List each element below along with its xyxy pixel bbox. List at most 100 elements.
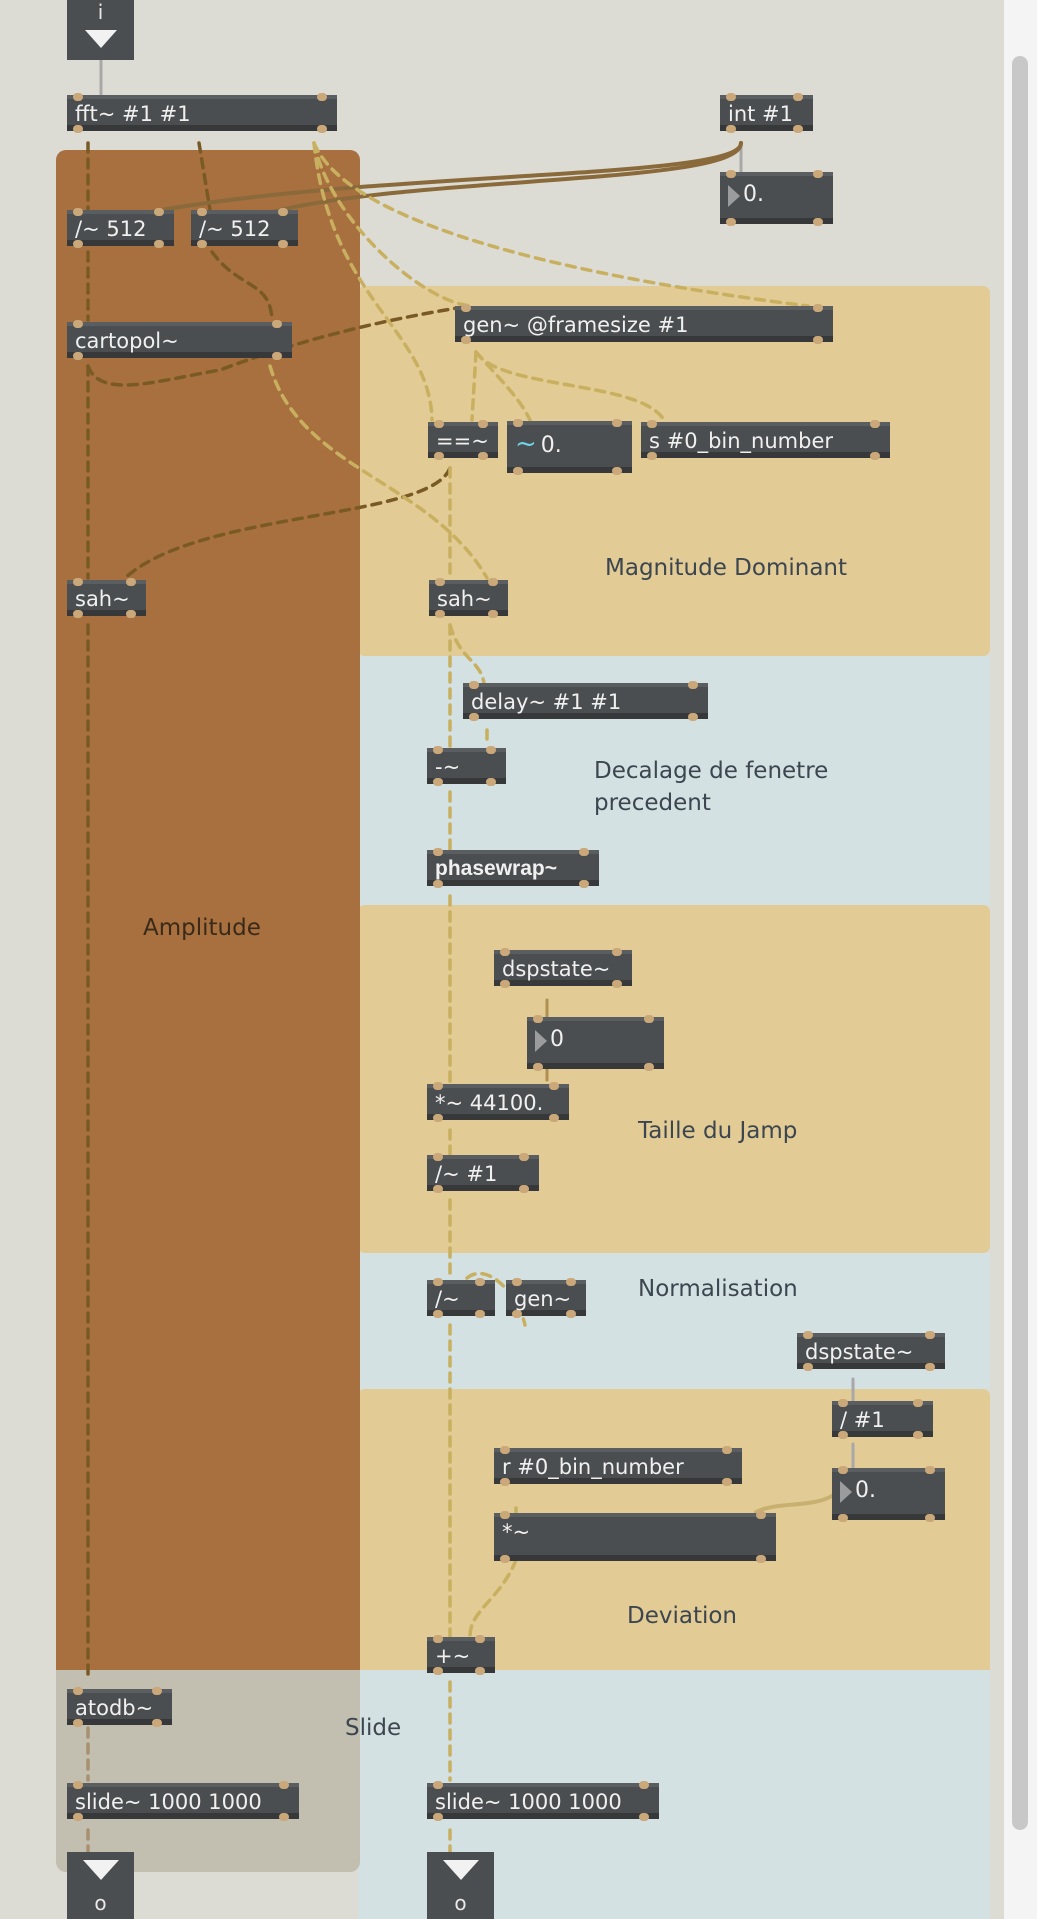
outlet-port[interactable]: [475, 1667, 485, 1675]
outlet-port[interactable]: [500, 1478, 510, 1486]
outlet-port[interactable]: [722, 1478, 732, 1486]
inlet-port[interactable]: [433, 848, 443, 856]
inlet-port[interactable]: [813, 304, 823, 312]
outlet-port[interactable]: [726, 218, 736, 226]
sah-mid[interactable]: sah~: [429, 578, 508, 618]
outlet-port[interactable]: [549, 1114, 559, 1122]
inlet-port[interactable]: [612, 948, 622, 956]
inlet-port[interactable]: [475, 1278, 485, 1286]
inlet-port[interactable]: [433, 746, 443, 754]
slide-right[interactable]: slide~ 1000 1000: [427, 1781, 659, 1821]
phasewrap-object[interactable]: phasewrap~: [427, 848, 599, 888]
inlet-port[interactable]: [279, 1781, 289, 1789]
inlet-port[interactable]: [475, 1635, 485, 1643]
cartopol-object[interactable]: cartopol~: [67, 320, 292, 360]
outlet-port[interactable]: [838, 1514, 848, 1522]
slide-left[interactable]: slide~ 1000 1000: [67, 1781, 299, 1821]
inlet-port[interactable]: [513, 419, 523, 427]
outlet-port[interactable]: [612, 980, 622, 988]
outlet-port[interactable]: [612, 467, 622, 475]
outlet-port[interactable]: [512, 1310, 522, 1318]
outlet-port[interactable]: [639, 1813, 649, 1821]
deviation-number-box[interactable]: 0.: [832, 1466, 945, 1522]
outlet-port[interactable]: [154, 240, 164, 248]
equals-object[interactable]: ==~: [428, 420, 498, 460]
inlet-port[interactable]: [317, 93, 327, 101]
outlet-port[interactable]: [566, 1310, 576, 1318]
atodb-object[interactable]: atodb~: [67, 1687, 172, 1727]
inlet-port[interactable]: [433, 1278, 443, 1286]
outlet-port[interactable]: [433, 1310, 443, 1318]
inlet-port[interactable]: [813, 170, 823, 178]
inlet-port[interactable]: [488, 578, 498, 586]
inlet-port[interactable]: [126, 578, 136, 586]
outlet-port[interactable]: [433, 1813, 443, 1821]
inlet-port[interactable]: [433, 1153, 443, 1161]
inlet-port[interactable]: [726, 170, 736, 178]
outlet-port[interactable]: [126, 610, 136, 618]
outlet-port[interactable]: [500, 980, 510, 988]
outlet-port[interactable]: [488, 610, 498, 618]
plus-object[interactable]: +~: [427, 1635, 495, 1675]
inlet-port[interactable]: [152, 1687, 162, 1695]
outlet-port[interactable]: [433, 880, 443, 888]
inlet-port[interactable]: [486, 746, 496, 754]
outlet-port[interactable]: [813, 218, 823, 226]
outlet-port[interactable]: [803, 1363, 813, 1371]
outlet-left[interactable]: o: [67, 1852, 134, 1919]
inlet-port[interactable]: [913, 1399, 923, 1407]
inlet-port[interactable]: [278, 208, 288, 216]
inlet-port[interactable]: [500, 1446, 510, 1454]
inlet-port[interactable]: [838, 1399, 848, 1407]
outlet-port[interactable]: [73, 125, 83, 133]
inlet-port[interactable]: [566, 1278, 576, 1286]
outlet-port[interactable]: [73, 240, 83, 248]
inlet-port[interactable]: [197, 208, 207, 216]
sah-left[interactable]: sah~: [67, 578, 146, 618]
inlet-port[interactable]: [73, 1687, 83, 1695]
inlet-port[interactable]: [639, 1781, 649, 1789]
outlet-port[interactable]: [533, 1063, 543, 1071]
send-bin-number[interactable]: s #0_bin_number: [641, 420, 890, 460]
outlet-port[interactable]: [726, 125, 736, 133]
inlet-port[interactable]: [647, 420, 657, 428]
inlet-port[interactable]: [435, 578, 445, 586]
inlet-port[interactable]: [500, 1511, 510, 1519]
inlet-port[interactable]: [433, 1781, 443, 1789]
outlet-port[interactable]: [278, 240, 288, 248]
dspstate-object-2[interactable]: dspstate~: [797, 1331, 945, 1371]
outlet-port[interactable]: [317, 125, 327, 133]
inlet-port[interactable]: [461, 304, 471, 312]
outlet-port[interactable]: [434, 452, 444, 460]
outlet-port[interactable]: [793, 125, 803, 133]
inlet-port[interactable]: [73, 208, 83, 216]
inlet-port[interactable]: [73, 578, 83, 586]
gen-framesize-object[interactable]: gen~ @framesize #1: [455, 304, 833, 344]
outlet-port[interactable]: [870, 452, 880, 460]
outlet-port[interactable]: [272, 352, 282, 360]
outlet-port[interactable]: [469, 713, 479, 721]
inlet-port[interactable]: [272, 320, 282, 328]
inlet-port[interactable]: [925, 1331, 935, 1339]
inlet-port[interactable]: [73, 320, 83, 328]
outlet-port[interactable]: [925, 1514, 935, 1522]
inlet-port[interactable]: [533, 1015, 543, 1023]
inlet-port[interactable]: [688, 681, 698, 689]
int-number-box[interactable]: 0.: [720, 170, 833, 226]
outlet-port[interactable]: [279, 1813, 289, 1821]
outlet-port[interactable]: [73, 1719, 83, 1727]
signal-number-box[interactable]: ~0.: [507, 419, 632, 475]
outlet-port[interactable]: [688, 713, 698, 721]
inlet-port[interactable]: [612, 419, 622, 427]
inlet-port[interactable]: [433, 1635, 443, 1643]
receive-bin-number[interactable]: r #0_bin_number: [494, 1446, 742, 1486]
divide-object[interactable]: /~: [427, 1278, 495, 1318]
outlet-port[interactable]: [813, 336, 823, 344]
inlet-port[interactable]: [469, 681, 479, 689]
inlet-port[interactable]: [519, 1153, 529, 1161]
inlet-port[interactable]: [549, 1082, 559, 1090]
inlet-port[interactable]: [925, 1466, 935, 1474]
inlet-port[interactable]: [500, 948, 510, 956]
fft-object[interactable]: fft~ #1 #1: [67, 93, 337, 133]
inlet-port[interactable]: [838, 1466, 848, 1474]
